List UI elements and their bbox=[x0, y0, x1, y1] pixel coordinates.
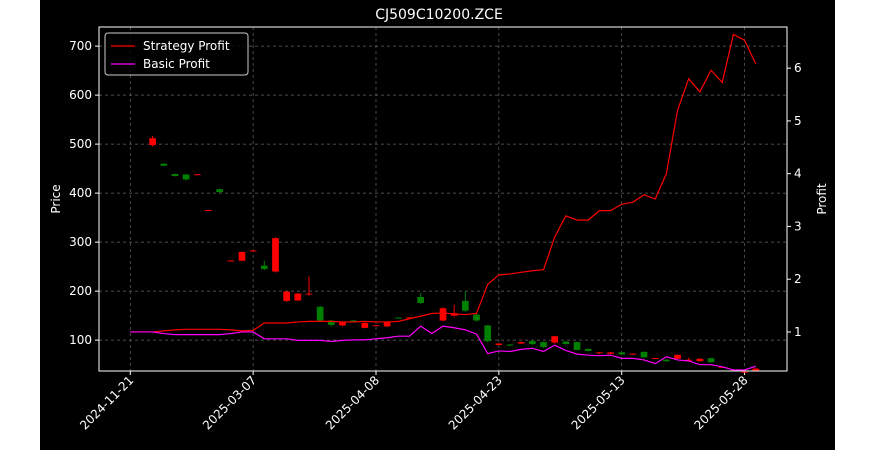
candle-body bbox=[227, 260, 235, 262]
chart-title: CJ509C10200.ZCE bbox=[375, 7, 503, 23]
candle-body bbox=[584, 348, 592, 351]
candle-body bbox=[618, 352, 626, 355]
candle-body bbox=[629, 353, 637, 355]
candle-body bbox=[540, 342, 547, 347]
candle-body bbox=[663, 359, 670, 362]
candle-body bbox=[305, 293, 313, 295]
candle-body bbox=[238, 251, 246, 261]
candle-body bbox=[372, 325, 380, 327]
y-tick-label: 500 bbox=[69, 137, 92, 151]
candle-body bbox=[216, 189, 223, 193]
candle-body bbox=[249, 250, 257, 252]
y-tick-label: 700 bbox=[69, 39, 92, 53]
candle-body bbox=[696, 358, 704, 362]
candle-body bbox=[573, 342, 581, 350]
candle-body bbox=[461, 300, 469, 311]
y-axis-label: Price bbox=[49, 184, 63, 213]
candle-body bbox=[473, 314, 480, 321]
candle-body bbox=[651, 358, 659, 360]
candle-body bbox=[484, 325, 492, 342]
line-series bbox=[130, 325, 756, 371]
y2-tick-label: 6 bbox=[794, 61, 802, 75]
candle-body bbox=[674, 354, 681, 359]
candle-body bbox=[361, 322, 369, 328]
y2-tick-label: 4 bbox=[794, 167, 802, 181]
candle-body bbox=[205, 210, 212, 212]
candle-body bbox=[752, 368, 760, 371]
candle-body bbox=[596, 352, 603, 354]
candle-body bbox=[439, 308, 447, 321]
line-series bbox=[130, 33, 757, 333]
candle-body bbox=[182, 174, 190, 180]
candle-body bbox=[260, 265, 268, 270]
candle-body bbox=[316, 306, 324, 321]
candle-body bbox=[339, 321, 346, 326]
y-tick-label: 600 bbox=[69, 88, 92, 102]
y2-tick-label: 5 bbox=[794, 114, 802, 128]
candle-body bbox=[607, 352, 614, 354]
y2-axis-label: Profit bbox=[815, 183, 829, 215]
candle-body bbox=[551, 336, 559, 343]
candle-body bbox=[193, 174, 201, 176]
candle-body bbox=[417, 297, 425, 303]
axes-frame bbox=[98, 26, 788, 372]
candle-body bbox=[283, 291, 290, 301]
candle-body bbox=[495, 343, 503, 346]
candle-body bbox=[383, 321, 391, 327]
candle-body bbox=[294, 293, 302, 301]
candle-body bbox=[685, 359, 693, 361]
candle-body bbox=[350, 320, 357, 322]
y-tick-label: 100 bbox=[69, 333, 92, 347]
candle-body bbox=[640, 351, 648, 358]
candle-body bbox=[394, 317, 402, 319]
legend-box bbox=[104, 32, 249, 76]
candle-body bbox=[741, 371, 748, 373]
y-tick-label: 200 bbox=[69, 284, 92, 298]
candle-body bbox=[160, 163, 168, 166]
candle-body bbox=[406, 317, 413, 319]
y2-tick-label: 1 bbox=[794, 325, 802, 339]
candle-body bbox=[562, 341, 570, 345]
candle-body bbox=[517, 342, 525, 344]
candle-body bbox=[529, 341, 536, 345]
y2-tick-label: 2 bbox=[794, 272, 802, 286]
candle-body bbox=[506, 344, 514, 346]
legend-label: Strategy Profit bbox=[143, 39, 230, 53]
candle-body bbox=[707, 358, 715, 363]
candle-body bbox=[171, 174, 179, 176]
y-tick-label: 400 bbox=[69, 186, 92, 200]
candle-body bbox=[149, 138, 156, 146]
legend-label: Basic Profit bbox=[143, 57, 210, 71]
y2-tick-label: 3 bbox=[794, 219, 802, 233]
y-tick-label: 300 bbox=[69, 235, 92, 249]
candle-body bbox=[272, 238, 279, 272]
candle-body bbox=[327, 320, 335, 325]
